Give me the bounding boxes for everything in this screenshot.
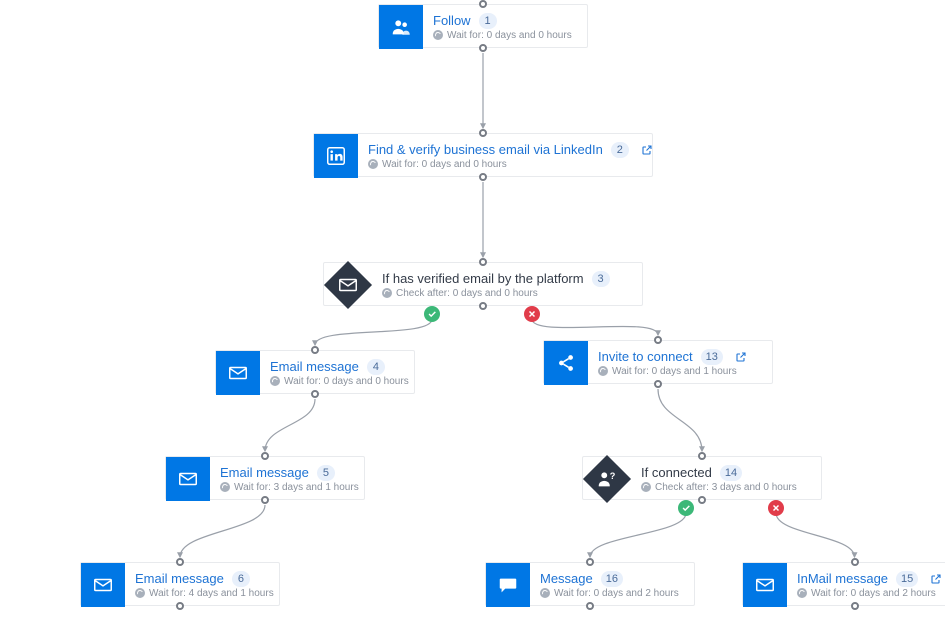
node-title: Email message	[270, 359, 359, 374]
node-title: Find & verify business email via LinkedI…	[368, 142, 603, 157]
clock-icon	[433, 30, 443, 40]
flow-node[interactable]: Follow 1Wait for: 0 days and 0 hours	[378, 4, 588, 48]
step-badge: 6	[232, 571, 250, 587]
node-body: Email message 6Wait for: 4 days and 1 hou…	[125, 563, 279, 605]
step-badge: 15	[896, 571, 918, 587]
connection-port[interactable]	[261, 452, 269, 460]
node-body: If has verified email by the platform 3Ch…	[372, 263, 622, 305]
node-title: If connected	[641, 465, 712, 480]
clock-icon	[220, 482, 230, 492]
svg-text:?: ?	[610, 471, 616, 481]
node-subtext: Wait for: 0 days and 1 hours	[598, 366, 747, 377]
clock-icon	[135, 588, 145, 598]
branch-no-icon	[768, 500, 784, 516]
step-badge: 14	[720, 465, 742, 481]
node-subtext: Wait for: 0 days and 0 hours	[433, 30, 572, 41]
clock-icon	[540, 588, 550, 598]
node-title: Follow	[433, 13, 471, 28]
node-subtext: Wait for: 0 days and 2 hours	[540, 588, 679, 599]
connection-port[interactable]	[311, 346, 319, 354]
node-subtext: Wait for: 0 days and 0 hours	[270, 376, 402, 387]
user-check-icon: ?	[583, 457, 631, 501]
envelope-icon	[166, 457, 210, 501]
node-body: Invite to connect 13Wait for: 0 days and …	[588, 341, 759, 383]
clock-icon	[797, 588, 807, 598]
message-icon	[486, 563, 530, 607]
node-subtext: Check after: 0 days and 0 hours	[382, 288, 610, 299]
external-link-icon[interactable]	[930, 573, 942, 585]
clock-icon	[641, 482, 651, 492]
flow-node[interactable]: If has verified email by the platform 3Ch…	[323, 262, 643, 306]
connection-port[interactable]	[479, 44, 487, 52]
connection-port[interactable]	[311, 390, 319, 398]
step-badge: 16	[601, 571, 623, 587]
connection-port[interactable]	[586, 602, 594, 610]
node-subtext: Wait for: 0 days and 2 hours	[797, 588, 942, 599]
flow-canvas	[0, 0, 945, 619]
envelope-icon	[324, 263, 372, 307]
node-subtext: Check after: 3 days and 0 hours	[641, 482, 797, 493]
connection-port[interactable]	[654, 336, 662, 344]
connection-port[interactable]	[586, 558, 594, 566]
connection-port[interactable]	[851, 602, 859, 610]
linkedin-icon	[314, 134, 358, 178]
connection-port[interactable]	[698, 496, 706, 504]
external-link-icon[interactable]	[735, 351, 747, 363]
clock-icon	[382, 288, 392, 298]
node-body: Find & verify business email via LinkedI…	[358, 134, 652, 176]
connection-port[interactable]	[261, 496, 269, 504]
node-title: Invite to connect	[598, 349, 693, 364]
connection-port[interactable]	[851, 558, 859, 566]
flow-node[interactable]: Find & verify business email via LinkedI…	[313, 133, 653, 177]
node-subtext: Wait for: 4 days and 1 hours	[135, 588, 267, 599]
flow-node[interactable]: InMail message 15Wait for: 0 days and 2 h…	[742, 562, 945, 606]
flow-node[interactable]: Email message 4Wait for: 0 days and 0 hou…	[215, 350, 415, 394]
connection-port[interactable]	[698, 452, 706, 460]
connection-port[interactable]	[176, 602, 184, 610]
node-body: If connected 14Check after: 3 days and 0 …	[631, 457, 809, 499]
step-badge: 13	[701, 349, 723, 365]
envelope-icon	[216, 351, 260, 395]
clock-icon	[270, 376, 280, 386]
node-title: InMail message	[797, 571, 888, 586]
flow-node[interactable]: ? If connected 14Check after: 3 days and 0…	[582, 456, 822, 500]
people-icon	[379, 5, 423, 49]
node-subtext: Wait for: 0 days and 0 hours	[368, 159, 640, 170]
node-title: Email message	[135, 571, 224, 586]
flow-node[interactable]: Invite to connect 13Wait for: 0 days and …	[543, 340, 773, 384]
node-body: Follow 1Wait for: 0 days and 0 hours	[423, 5, 584, 47]
envelope-icon	[743, 563, 787, 607]
node-body: Message 16Wait for: 0 days and 2 hours	[530, 563, 691, 605]
share-icon	[544, 341, 588, 385]
node-subtext: Wait for: 3 days and 1 hours	[220, 482, 352, 493]
branch-no-icon	[524, 306, 540, 322]
node-body: Email message 5Wait for: 3 days and 1 hou…	[210, 457, 364, 499]
node-body: InMail message 15Wait for: 0 days and 2 h…	[787, 563, 945, 605]
branch-yes-icon	[678, 500, 694, 516]
step-badge: 1	[479, 13, 497, 29]
flow-node[interactable]: Message 16Wait for: 0 days and 2 hours	[485, 562, 695, 606]
connection-port[interactable]	[479, 302, 487, 310]
step-badge: 2	[611, 142, 629, 158]
step-badge: 5	[317, 465, 335, 481]
node-body: Email message 4Wait for: 0 days and 0 hou…	[260, 351, 414, 393]
node-title: Message	[540, 571, 593, 586]
envelope-icon	[81, 563, 125, 607]
branch-yes-icon	[424, 306, 440, 322]
connection-port[interactable]	[176, 558, 184, 566]
step-badge: 3	[592, 271, 610, 287]
external-link-icon[interactable]	[641, 144, 653, 156]
node-title: If has verified email by the platform	[382, 271, 584, 286]
node-title: Email message	[220, 465, 309, 480]
step-badge: 4	[367, 359, 385, 375]
flow-node[interactable]: Email message 6Wait for: 4 days and 1 hou…	[80, 562, 280, 606]
clock-icon	[598, 366, 608, 376]
connection-port[interactable]	[479, 173, 487, 181]
clock-icon	[368, 159, 378, 169]
connection-port[interactable]	[479, 129, 487, 137]
flow-node[interactable]: Email message 5Wait for: 3 days and 1 hou…	[165, 456, 365, 500]
connection-port[interactable]	[479, 0, 487, 8]
connection-port[interactable]	[479, 258, 487, 266]
connection-port[interactable]	[654, 380, 662, 388]
